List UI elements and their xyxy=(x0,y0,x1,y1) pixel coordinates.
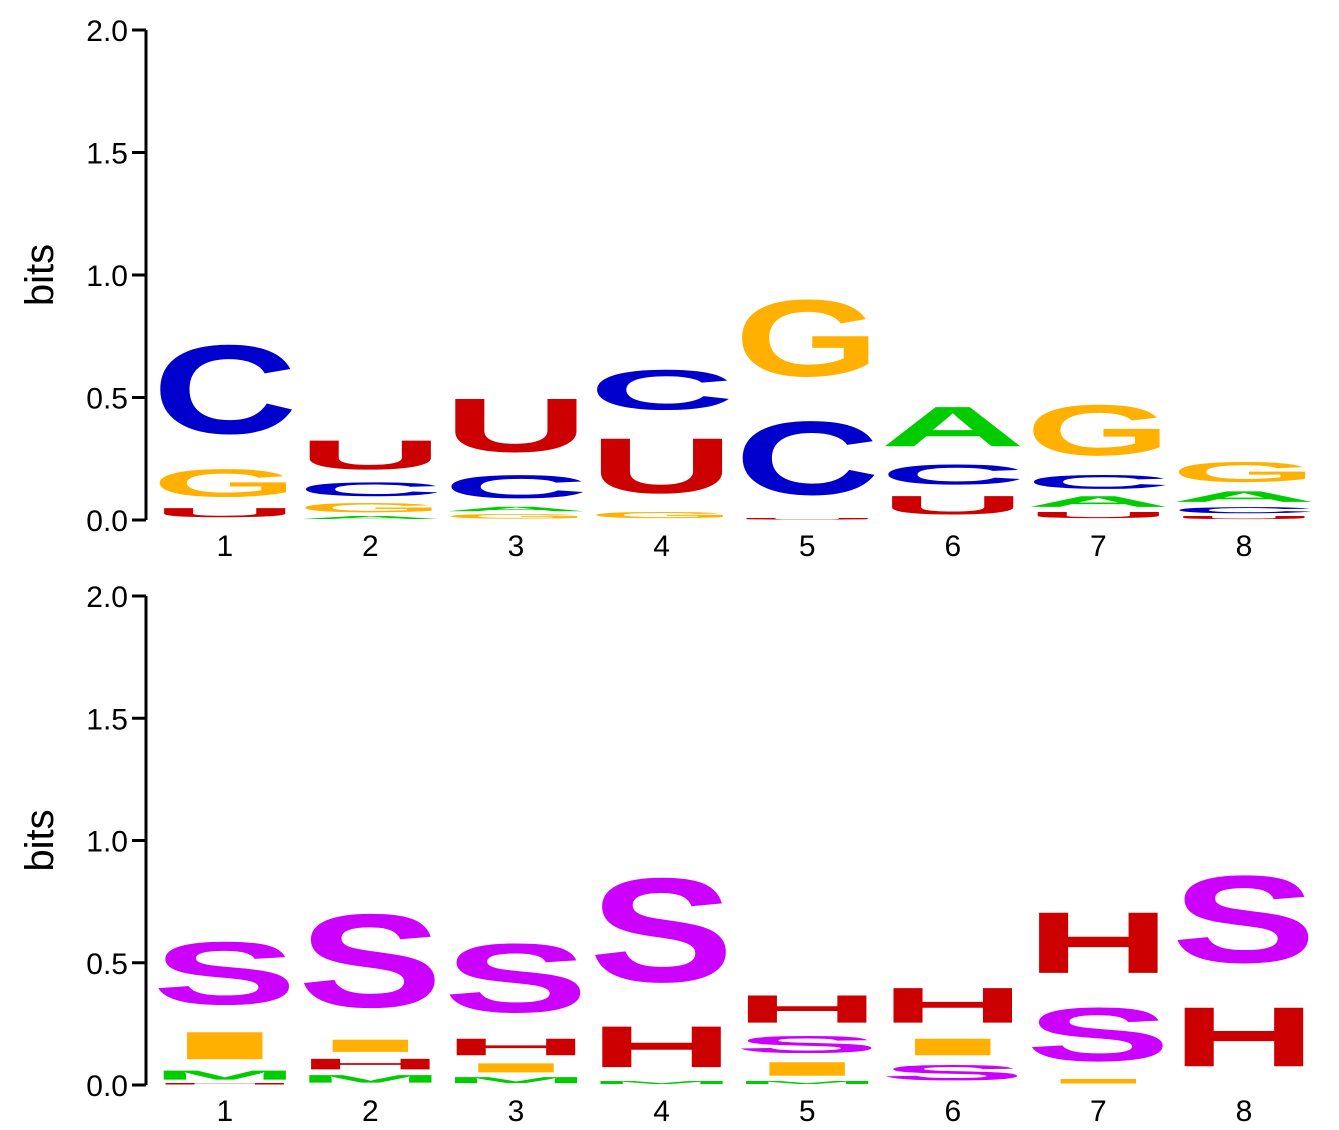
logo-letter-h: H xyxy=(443,1034,589,1061)
logo-letter-u: U xyxy=(880,491,1026,520)
position-label: 8 xyxy=(1236,1095,1253,1128)
logo-letter-a: A xyxy=(1026,493,1172,510)
position-label: 3 xyxy=(508,530,525,563)
logo-letter-c: C xyxy=(880,459,1026,491)
position-label: 1 xyxy=(216,1095,233,1128)
logo-letter-s: S xyxy=(589,847,735,1013)
logo-letter-u: U xyxy=(1026,510,1172,520)
logo-panel-2: 0.00.51.01.52.0bitsHMISMHISMIHSMHSMISHSI… xyxy=(18,581,1317,1128)
logo-letter-g: G xyxy=(734,277,880,399)
y-tick-label: 2.0 xyxy=(86,581,128,614)
logo-letter-s: S xyxy=(734,1031,880,1058)
y-tick-label: 0.0 xyxy=(86,505,128,538)
logo-letter-u: U xyxy=(589,422,735,510)
logo-letter-m: M xyxy=(589,1080,735,1085)
logo-letter-c: C xyxy=(1171,505,1317,515)
position-label: 6 xyxy=(944,530,961,563)
logo-letter-a: A xyxy=(443,505,589,512)
y-tick-label: 1.0 xyxy=(86,260,128,293)
logo-letter-u: U xyxy=(443,383,589,468)
logo-letter-m: M xyxy=(734,1080,880,1085)
y-tick-label: 1.5 xyxy=(86,703,128,736)
position-label: 4 xyxy=(653,1095,670,1128)
logo-letter-g: G xyxy=(443,513,589,520)
y-tick-label: 0.5 xyxy=(86,948,128,981)
logo-letter-g: G xyxy=(152,461,298,505)
logo-letter-h: H xyxy=(1026,894,1172,992)
logo-letter-h: H xyxy=(1171,989,1317,1084)
position-label: 2 xyxy=(362,530,379,563)
y-axis-label: bits xyxy=(18,809,62,871)
logo-letter-a: A xyxy=(880,395,1026,458)
logo-letter-u: U xyxy=(1171,515,1317,520)
logo-letter-h: H xyxy=(589,1014,735,1079)
y-tick-label: 0.5 xyxy=(86,383,128,416)
logo-letter-c: C xyxy=(589,358,735,421)
logo-letter-h: H xyxy=(880,977,1026,1033)
logo-letter-a: A xyxy=(1171,488,1317,505)
position-label: 7 xyxy=(1090,1095,1107,1128)
logo-letter-g: G xyxy=(589,510,735,520)
logo-letter-h: H xyxy=(152,1083,298,1085)
logo-letter-i: I xyxy=(734,1058,880,1080)
logo-letter-i: I xyxy=(880,1034,1026,1061)
logo-letter-c: C xyxy=(152,319,298,461)
y-tick-label: 1.5 xyxy=(86,138,128,171)
position-label: 5 xyxy=(799,530,816,563)
logo-letter-s: S xyxy=(1171,850,1317,989)
y-tick-label: 0.0 xyxy=(86,1070,128,1103)
y-axis-label: bits xyxy=(18,244,62,306)
logo-letter-s: S xyxy=(152,924,298,1024)
position-label: 6 xyxy=(944,1095,961,1128)
position-label: 7 xyxy=(1090,530,1107,563)
logo-letter-s: S xyxy=(443,923,589,1033)
y-tick-label: 1.0 xyxy=(86,826,128,859)
logo-letter-a: A xyxy=(298,515,444,520)
logo-letter-s: S xyxy=(1026,992,1172,1078)
position-label: 1 xyxy=(216,530,233,563)
logo-panel-1: 0.00.51.01.52.0bitsUGCAGCUGACUGUCUCGUCAU… xyxy=(18,15,1317,563)
logo-letter-c: C xyxy=(1026,471,1172,493)
logo-letter-g: G xyxy=(298,500,444,515)
logo-letter-c: C xyxy=(734,400,880,518)
logo-letter-c: C xyxy=(443,468,589,505)
position-label: 5 xyxy=(799,1095,816,1128)
logo-letter-c: C xyxy=(298,478,444,500)
logo-letter-g: G xyxy=(1171,456,1317,488)
logo-letter-m: M xyxy=(152,1068,298,1083)
logo-letter-u: U xyxy=(298,432,444,479)
logo-letter-g: G xyxy=(1026,390,1172,470)
position-label: 4 xyxy=(653,530,670,563)
logo-letter-m: M xyxy=(443,1075,589,1085)
logo-letter-i: I xyxy=(152,1024,298,1068)
logo-letter-h: H xyxy=(734,987,880,1031)
logo-letter-m: M xyxy=(298,1073,444,1085)
logo-letter-s: S xyxy=(880,1060,1026,1084)
logo-letter-i: I xyxy=(443,1060,589,1075)
position-label: 2 xyxy=(362,1095,379,1128)
logo-letter-i: I xyxy=(1026,1078,1172,1085)
logo-letter-h: H xyxy=(298,1056,444,1073)
y-tick-label: 2.0 xyxy=(86,15,128,48)
logo-letter-s: S xyxy=(298,887,444,1036)
position-label: 8 xyxy=(1236,530,1253,563)
logo-letter-i: I xyxy=(298,1036,444,1056)
logo-letter-u: U xyxy=(152,505,298,520)
logo-letter-u: U xyxy=(734,518,880,520)
position-label: 3 xyxy=(508,1095,525,1128)
